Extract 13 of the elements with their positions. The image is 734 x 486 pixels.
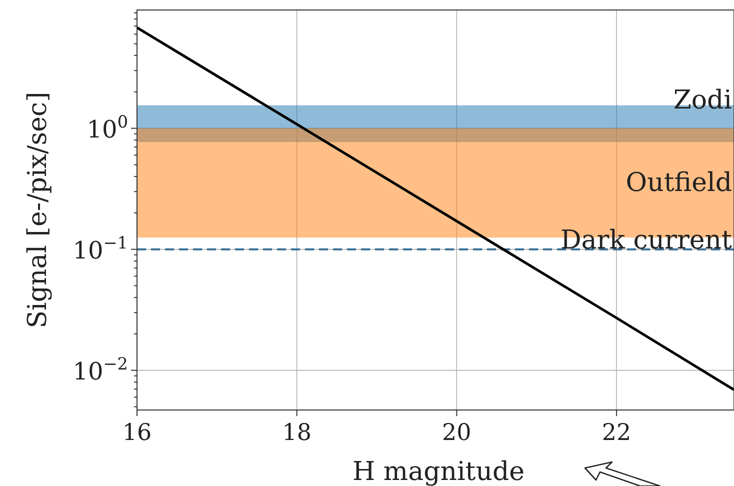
- ref-line-label: Dark current: [560, 225, 733, 256]
- x-tick-label: 22: [602, 420, 632, 446]
- x-tick-label: 18: [282, 420, 312, 446]
- x-tick-label: 16: [122, 420, 152, 446]
- band-label: Outfield: [626, 168, 732, 198]
- y-tick-label: 10$^{−1}$: [72, 232, 128, 264]
- line-series: [137, 26, 734, 392]
- y-axis-title: Signal [e-/pix/sec]: [23, 92, 53, 328]
- x-axis-title: H magnitude: [352, 457, 525, 486]
- y-tick-label: 10$^{−2}$: [72, 353, 128, 386]
- band-label: Zodi: [673, 85, 732, 116]
- y-tick-label: 10$^{0}$: [86, 111, 128, 144]
- x-tick-label: 20: [442, 420, 472, 446]
